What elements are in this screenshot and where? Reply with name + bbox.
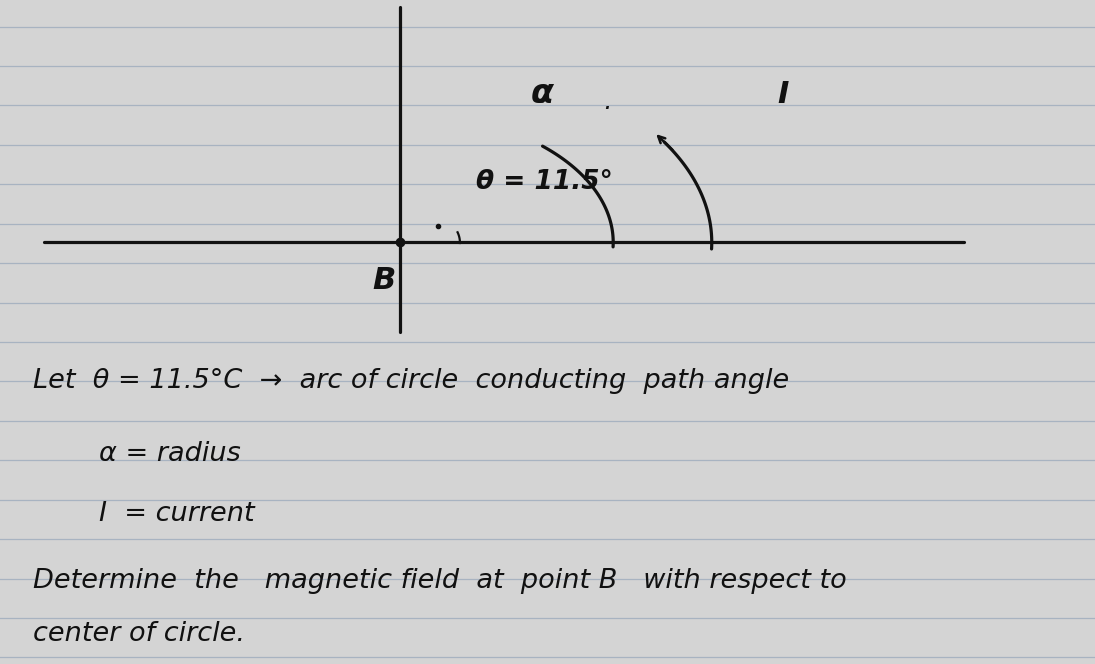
Text: Let  θ = 11.5°C  →  arc of circle  conducting  path angle: Let θ = 11.5°C → arc of circle conductin… <box>33 369 789 394</box>
Text: I: I <box>777 80 788 109</box>
Text: θ = 11.5°: θ = 11.5° <box>476 169 613 195</box>
Text: B: B <box>372 266 395 295</box>
Text: I  = current: I = current <box>99 501 254 527</box>
Text: ·: · <box>602 97 610 122</box>
Text: Determine  the   magnetic field  at  point B   with respect to: Determine the magnetic field at point B … <box>33 568 846 594</box>
Text: α = radius: α = radius <box>99 442 240 467</box>
Text: center of circle.: center of circle. <box>33 621 245 647</box>
Text: α: α <box>531 77 554 110</box>
